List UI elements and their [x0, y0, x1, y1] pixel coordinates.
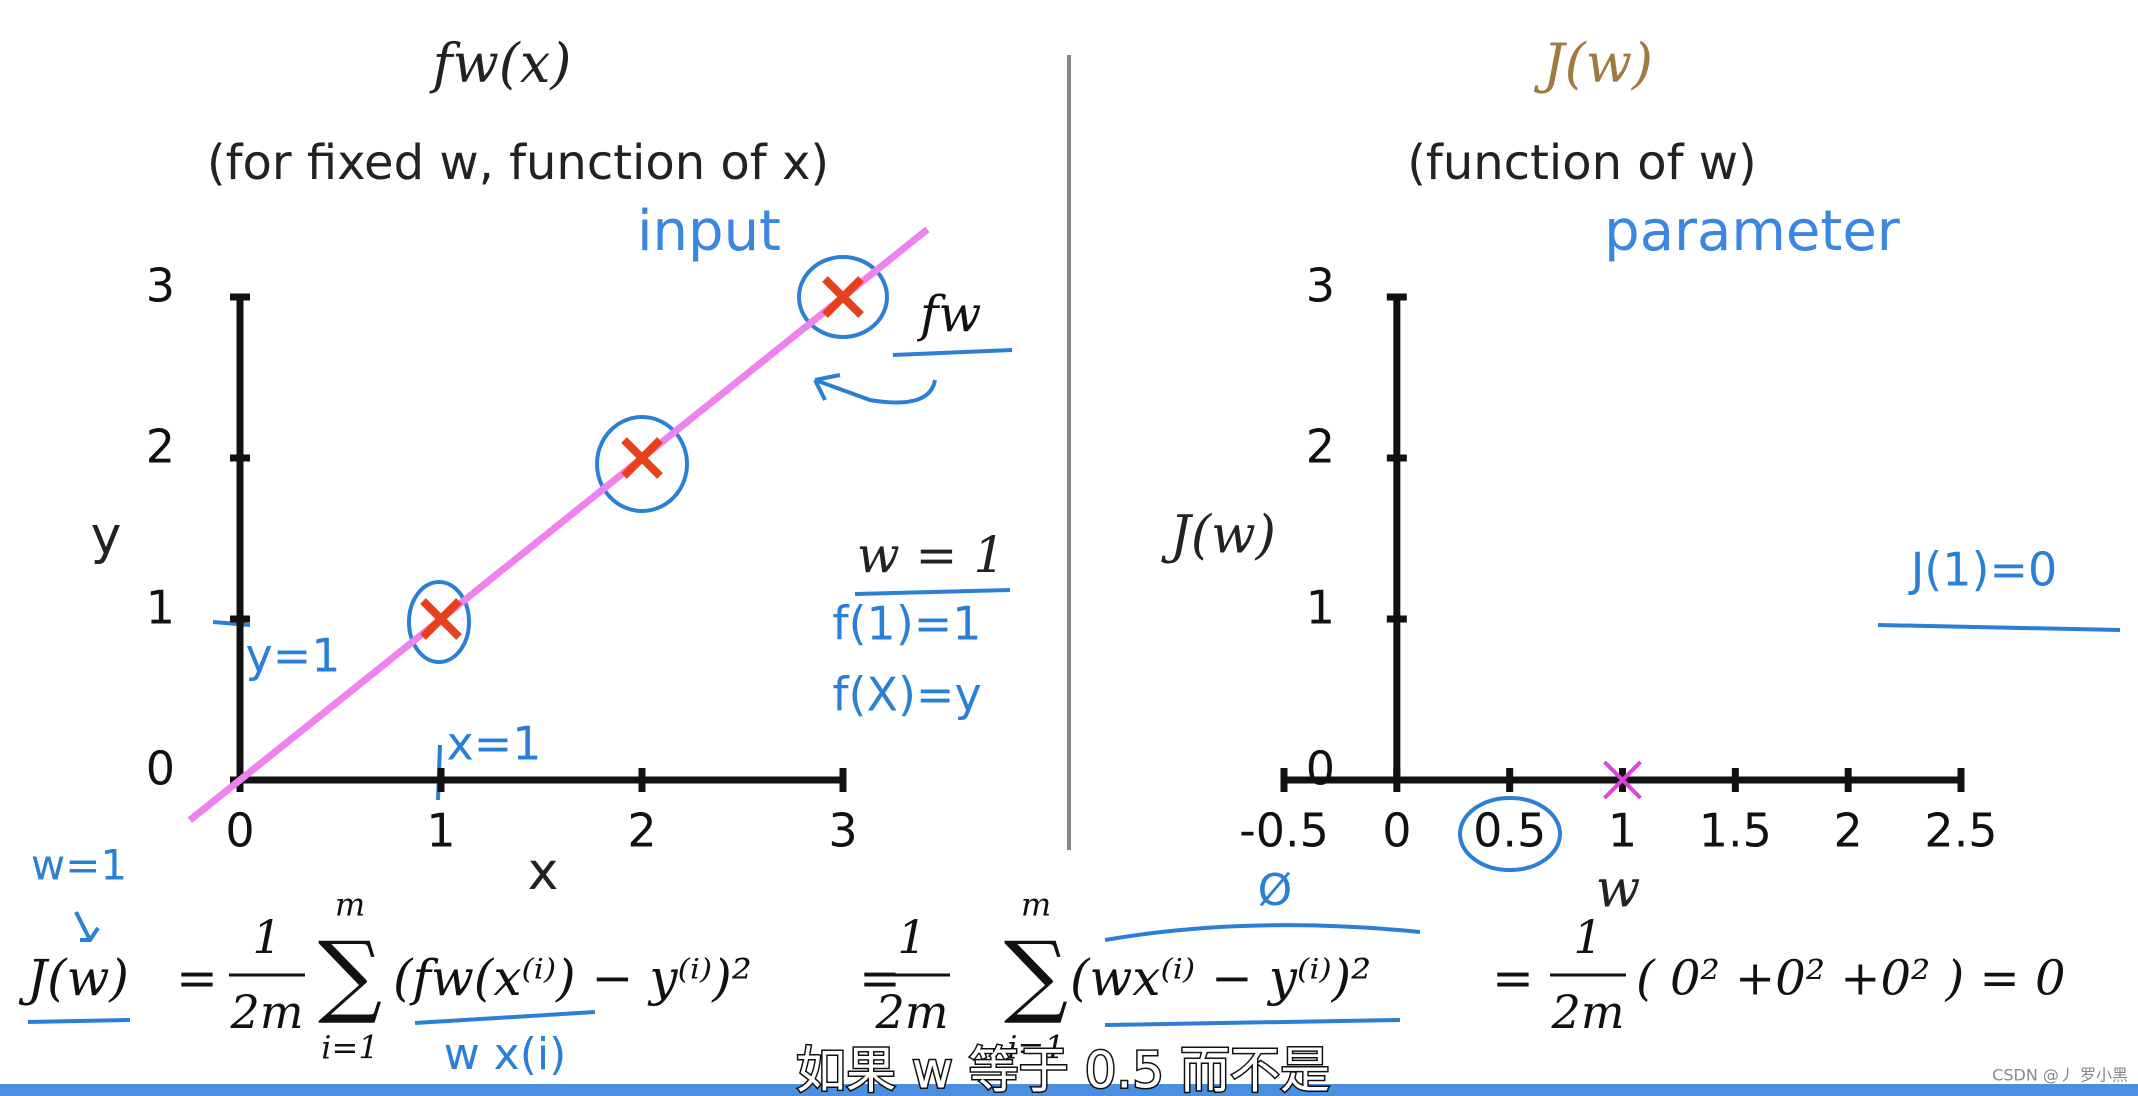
fraction-numerator: 1: [1573, 910, 1602, 964]
handwritten-note: y=1: [245, 629, 340, 683]
formula-term: ( 0² +0² +0² ) = 0: [1636, 951, 2066, 1007]
fraction-numerator: 1: [897, 910, 926, 964]
y-axis-label: J(w): [1161, 506, 1276, 566]
point-marker: [822, 276, 864, 318]
x-tick-label: 0.5: [1473, 804, 1546, 858]
fraction-denominator: 2m: [1551, 985, 1625, 1039]
fit-line: [187, 226, 930, 823]
handwritten-note: w=1: [31, 841, 127, 890]
fraction-numerator: 1: [252, 910, 281, 964]
formula-eq: =: [176, 949, 218, 1007]
chart-subtitle: (function of w): [1407, 135, 1757, 191]
circle: [595, 415, 689, 513]
circle: [797, 255, 889, 339]
circle: [1458, 796, 1562, 872]
formula-term: (wx⁽ⁱ⁾ − y⁽ⁱ⁾)²: [1070, 949, 1371, 1007]
series-label: fw: [916, 285, 981, 343]
handwritten-note: Ø: [1258, 865, 1293, 916]
chart-title: fw(x): [429, 32, 572, 95]
y-tick-label: 1: [1306, 581, 1335, 635]
sum-top: m: [335, 886, 365, 924]
handwritten-note: w x(i): [444, 1029, 567, 1080]
caption: 如果 w 等于 0.5 而不是: [796, 1042, 1330, 1096]
handwritten-note: f(1)=1: [832, 597, 981, 651]
sum-top: m: [1021, 886, 1051, 924]
handwritten-note: J(1)=0: [1908, 543, 2058, 597]
watermark: CSDN @丿 罗小黑: [1992, 1066, 2128, 1085]
formula-term: (fw(x⁽ⁱ⁾) − y⁽ⁱ⁾)²: [393, 949, 752, 1007]
y-tick-label: 0: [146, 742, 175, 796]
formula-eq: =: [1492, 949, 1534, 1007]
sum-bottom: i=1: [1007, 1029, 1064, 1067]
y-tick-label: 2: [1306, 420, 1335, 474]
x-tick-label: 2.5: [1924, 804, 1997, 858]
x-tick-label: 1: [1608, 804, 1637, 858]
y-tick-label: 2: [146, 420, 175, 474]
chart-subtitle: (for fixed w, function of x): [207, 135, 829, 191]
x-tick-label: 0: [1382, 804, 1411, 858]
annotation: input: [637, 199, 781, 264]
x-tick-label: 0: [225, 804, 254, 858]
sum-bottom: i=1: [321, 1029, 378, 1067]
point-marker: [420, 598, 462, 640]
x-tick-label: 1.5: [1699, 804, 1772, 858]
handwritten-note: f(X)=y: [832, 668, 981, 722]
y-tick-label: 1: [146, 581, 175, 635]
x-axis-label: w: [1596, 860, 1641, 920]
y-axis-label: y: [91, 506, 122, 566]
y-tick-label: 3: [1306, 259, 1335, 313]
fraction-denominator: 2m: [230, 985, 304, 1039]
fraction-denominator: 2m: [875, 985, 949, 1039]
x-tick-label: 2: [1834, 804, 1863, 858]
point-marker: [621, 437, 663, 479]
handwritten-note: w = 1: [857, 526, 1005, 584]
annotation: parameter: [1604, 199, 1901, 264]
x-tick-label: 2: [627, 804, 656, 858]
x-tick-label: 3: [828, 804, 857, 858]
handwritten-note: x=1: [446, 717, 541, 771]
y-tick-label: 3: [146, 259, 175, 313]
formula-eq: =: [859, 949, 901, 1007]
x-tick-label: 1: [426, 804, 455, 858]
point-marker: [1603, 760, 1642, 800]
x-tick-label: -0.5: [1239, 804, 1329, 858]
y-tick-label: 0: [1306, 742, 1335, 796]
x-axis-label: x: [528, 842, 559, 902]
sum-sign: ∑: [1004, 922, 1068, 1027]
sum-sign: ∑: [318, 922, 382, 1027]
bottom-bar: [0, 1084, 2138, 1096]
formula-lhs: J(w): [18, 949, 129, 1007]
circle: [407, 580, 471, 664]
chart-title: J(w): [1533, 32, 1653, 95]
arrow: [813, 348, 1013, 405]
